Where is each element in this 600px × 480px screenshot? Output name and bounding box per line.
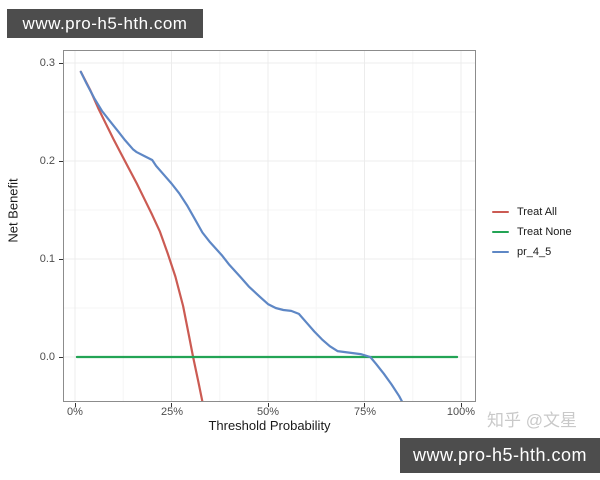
legend-item-treat-all: Treat All <box>492 206 572 218</box>
x-tick-label: 75% <box>353 406 377 418</box>
watermark-top-text: www.pro-h5-hth.com <box>22 13 188 33</box>
y-tick-label: 0.3 <box>39 57 55 69</box>
x-axis-title: Threshold Probability <box>208 418 331 433</box>
y-tick-mark <box>59 63 63 64</box>
x-tick-label: 25% <box>160 406 184 418</box>
watermark-bottom-text: www.pro-h5-hth.com <box>412 445 588 465</box>
legend-swatch-pr-4-5 <box>492 251 509 253</box>
legend-item-pr-4-5: pr_4_5 <box>492 246 572 258</box>
legend: Treat All Treat None pr_4_5 <box>492 206 572 266</box>
watermark-credit-text: 知乎 @文星 <box>487 411 577 430</box>
x-tick-mark <box>75 403 76 407</box>
y-tick-label: 0.2 <box>39 155 55 167</box>
y-tick-mark <box>59 357 63 358</box>
legend-label: pr_4_5 <box>517 246 552 258</box>
legend-item-treat-none: Treat None <box>492 226 572 238</box>
x-tick-mark <box>171 403 172 407</box>
x-tick-mark <box>364 403 365 407</box>
y-tick-label: 0.0 <box>39 351 55 363</box>
legend-label: Treat All <box>517 206 557 218</box>
legend-swatch-treat-all <box>492 211 509 213</box>
plot-panel-svg <box>63 50 476 402</box>
x-tick-label: 100% <box>446 406 476 418</box>
x-tick-label: 50% <box>256 406 280 418</box>
x-tick-label: 0% <box>67 406 83 418</box>
x-tick-mark <box>461 403 462 407</box>
y-tick-label: 0.1 <box>39 253 55 265</box>
x-tick-mark <box>268 403 269 407</box>
legend-label: Treat None <box>517 226 572 238</box>
y-tick-mark <box>59 161 63 162</box>
y-tick-mark <box>59 259 63 260</box>
watermark-bottom-bar: www.pro-h5-hth.com <box>400 438 600 473</box>
watermark-top-bar: www.pro-h5-hth.com <box>7 9 203 38</box>
y-axis-title: Net Benefit <box>5 178 21 243</box>
legend-swatch-treat-none <box>492 231 509 233</box>
